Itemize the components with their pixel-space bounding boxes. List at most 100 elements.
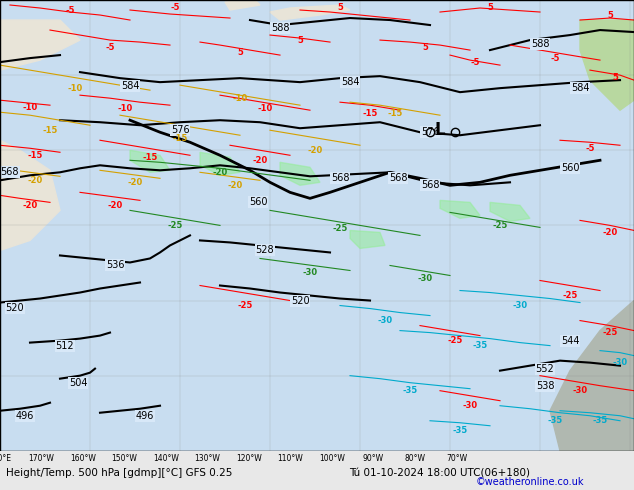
- Text: -30: -30: [573, 386, 588, 395]
- Text: -20: -20: [22, 201, 37, 210]
- Text: -25: -25: [167, 221, 183, 230]
- Text: L: L: [435, 121, 445, 139]
- Text: 160°W: 160°W: [70, 454, 96, 463]
- Text: 536: 536: [106, 261, 124, 270]
- Text: -15: -15: [387, 109, 403, 118]
- Text: -20: -20: [27, 176, 42, 185]
- Text: 5: 5: [607, 10, 613, 20]
- Text: -15: -15: [362, 109, 378, 118]
- Text: -20: -20: [228, 181, 243, 190]
- Text: -25: -25: [562, 291, 578, 300]
- Text: -30: -30: [462, 401, 477, 410]
- Text: 576: 576: [171, 125, 190, 135]
- Text: -15: -15: [27, 151, 42, 160]
- Text: 584: 584: [571, 83, 589, 93]
- Text: 568: 568: [389, 173, 407, 183]
- Text: 520: 520: [290, 295, 309, 306]
- Text: -10: -10: [67, 84, 82, 93]
- Text: 5: 5: [612, 73, 618, 82]
- Polygon shape: [200, 152, 240, 175]
- Text: -20: -20: [602, 228, 618, 237]
- Text: -15: -15: [42, 126, 58, 135]
- Text: -35: -35: [592, 416, 607, 425]
- Text: -30: -30: [302, 268, 318, 277]
- Text: 5: 5: [337, 2, 343, 11]
- Text: 5: 5: [422, 43, 428, 51]
- Text: 496: 496: [16, 411, 34, 421]
- Text: 588: 588: [531, 39, 549, 49]
- Text: -15: -15: [142, 153, 158, 162]
- Text: -25: -25: [602, 328, 618, 337]
- Polygon shape: [440, 200, 480, 219]
- Text: 568: 568: [331, 173, 349, 183]
- Text: -35: -35: [472, 341, 488, 350]
- Text: -35: -35: [453, 426, 468, 435]
- Polygon shape: [490, 202, 530, 221]
- Text: ©weatheronline.co.uk: ©weatheronline.co.uk: [476, 477, 584, 487]
- Text: -5: -5: [470, 58, 480, 67]
- Polygon shape: [130, 150, 170, 172]
- Text: -30: -30: [612, 358, 628, 367]
- Text: -20: -20: [252, 156, 268, 165]
- Text: -25: -25: [448, 336, 463, 345]
- Text: 568: 568: [421, 180, 439, 190]
- Text: -20: -20: [307, 146, 323, 155]
- Text: 568: 568: [0, 167, 18, 177]
- Text: -20: -20: [107, 201, 122, 210]
- Text: 5: 5: [237, 48, 243, 56]
- Polygon shape: [550, 300, 634, 451]
- Polygon shape: [225, 0, 260, 10]
- Text: 90°W: 90°W: [363, 454, 384, 463]
- Text: -10: -10: [22, 103, 37, 112]
- Text: 100°W: 100°W: [319, 454, 345, 463]
- Text: -10: -10: [257, 104, 273, 113]
- Text: 130°W: 130°W: [195, 454, 221, 463]
- Text: 544: 544: [560, 336, 579, 345]
- Text: 180°E: 180°E: [0, 454, 11, 463]
- Text: 504: 504: [68, 378, 87, 388]
- Polygon shape: [270, 5, 350, 20]
- Text: 120°W: 120°W: [236, 454, 262, 463]
- Text: -15: -15: [172, 134, 188, 143]
- Text: 70°W: 70°W: [446, 454, 467, 463]
- Text: -35: -35: [547, 416, 562, 425]
- Text: -5: -5: [585, 144, 595, 153]
- Text: -10: -10: [233, 94, 248, 103]
- Text: -25: -25: [237, 301, 253, 310]
- Text: -5: -5: [550, 53, 560, 63]
- Text: -30: -30: [512, 301, 527, 310]
- Text: 552: 552: [536, 364, 554, 374]
- Text: -5: -5: [65, 5, 75, 15]
- Text: 5: 5: [487, 2, 493, 11]
- Polygon shape: [580, 20, 634, 110]
- Text: -25: -25: [493, 221, 508, 230]
- Text: 576: 576: [421, 127, 439, 137]
- Text: -25: -25: [332, 224, 347, 233]
- Text: 496: 496: [136, 411, 154, 421]
- Text: Height/Temp. 500 hPa [gdmp][°C] GFS 0.25: Height/Temp. 500 hPa [gdmp][°C] GFS 0.25: [6, 468, 233, 478]
- Text: Tú 01-10-2024 18:00 UTC(06+180): Tú 01-10-2024 18:00 UTC(06+180): [349, 468, 529, 478]
- Text: 584: 584: [120, 81, 139, 91]
- Text: 110°W: 110°W: [278, 454, 303, 463]
- Text: 528: 528: [256, 245, 275, 255]
- Text: 568: 568: [1, 167, 19, 177]
- Text: 584: 584: [340, 77, 359, 87]
- Text: 150°W: 150°W: [112, 454, 138, 463]
- Text: -30: -30: [377, 316, 392, 325]
- Text: -30: -30: [417, 274, 432, 283]
- Text: 140°W: 140°W: [153, 454, 179, 463]
- Text: -20: -20: [127, 178, 143, 187]
- Text: 80°W: 80°W: [404, 454, 425, 463]
- Polygon shape: [280, 162, 320, 185]
- Text: 560: 560: [560, 163, 579, 173]
- Text: -35: -35: [403, 386, 418, 395]
- Polygon shape: [0, 20, 80, 70]
- Text: 512: 512: [56, 341, 74, 351]
- Text: -20: -20: [212, 168, 228, 177]
- Text: 520: 520: [6, 302, 24, 313]
- Text: 170°W: 170°W: [29, 454, 55, 463]
- Text: 538: 538: [536, 381, 554, 391]
- Text: 560: 560: [249, 197, 268, 207]
- Text: -5: -5: [105, 43, 115, 51]
- Polygon shape: [350, 230, 385, 248]
